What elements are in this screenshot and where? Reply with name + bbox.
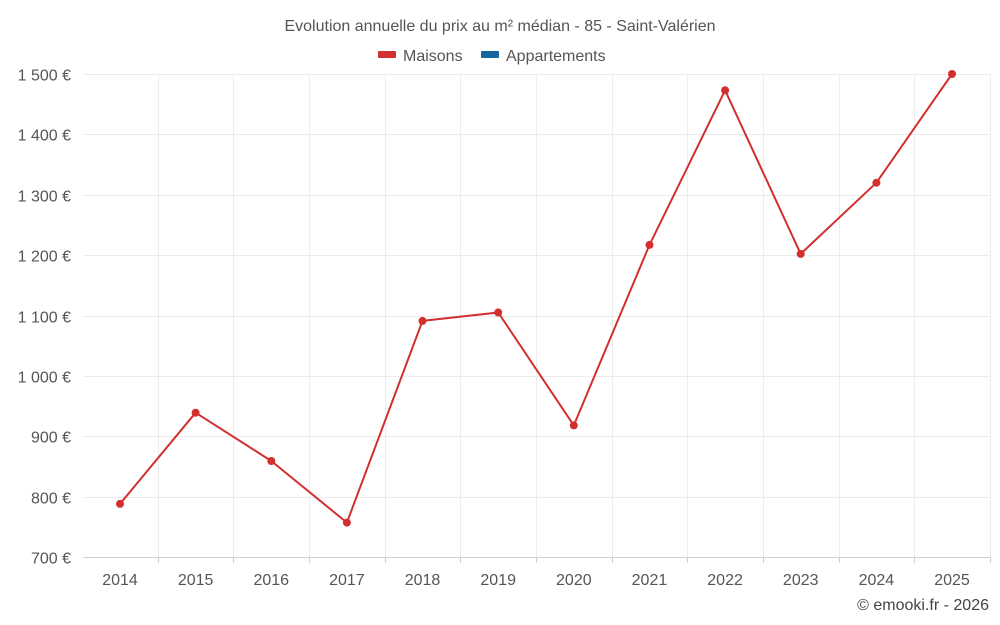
x-gridlines (158, 74, 991, 557)
credit-text: © emooki.fr - 2026 (857, 597, 989, 614)
data-point[interactable] (418, 316, 427, 325)
x-tick-label: 2015 (178, 572, 214, 589)
legend-item-maisons[interactable]: Maisons (378, 48, 463, 65)
data-point[interactable] (569, 421, 578, 430)
legend: Maisons Appartements (378, 48, 606, 65)
y-tick-label: 700 € (31, 551, 71, 568)
series-line-maisons (119, 73, 953, 524)
legend-label-maisons: Maisons (403, 48, 463, 65)
legend-swatch-appartements (481, 51, 499, 58)
x-tick-label: 2022 (707, 572, 743, 589)
y-tick-label: 1 100 € (18, 310, 71, 327)
legend-swatch-maisons (378, 51, 396, 58)
x-axis-labels: 2014 2015 2016 2017 2018 2019 2020 2021 2022 2023… (102, 557, 991, 589)
x-tick-label: 2025 (934, 572, 970, 589)
x-tick-label: 2023 (783, 572, 819, 589)
y-tick-label: 1 200 € (18, 249, 71, 266)
data-point[interactable] (342, 518, 351, 527)
data-point[interactable] (191, 408, 200, 417)
y-tick-label: 900 € (31, 430, 71, 447)
x-tick-label: 2024 (859, 572, 895, 589)
x-tick-label: 2016 (253, 572, 289, 589)
y-tick-label: 1 500 € (18, 68, 71, 85)
data-point[interactable] (267, 457, 276, 465)
legend-item-appartements[interactable]: Appartements (481, 48, 606, 65)
x-tick-label: 2020 (556, 572, 592, 589)
y-tick-label: 1 000 € (18, 370, 71, 387)
y-tick-label: 1 300 € (18, 189, 71, 206)
data-point[interactable] (645, 240, 654, 249)
x-tick-label: 2021 (632, 572, 668, 589)
y-axis-labels: 700 € 800 € 900 € 1 000 € 1 100 € 1 200 € 1 30… (18, 68, 71, 568)
data-point[interactable] (494, 308, 503, 317)
y-tick-label: 800 € (31, 491, 71, 508)
x-tick-label: 2017 (329, 572, 365, 589)
legend-label-appartements: Appartements (506, 48, 606, 65)
x-tick-label: 2019 (480, 572, 516, 589)
y-tick-label: 1 400 € (18, 128, 71, 145)
x-tick-label: 2018 (405, 572, 441, 589)
data-point[interactable] (872, 178, 881, 187)
data-point[interactable] (948, 70, 956, 78)
data-point[interactable] (796, 249, 805, 258)
series-maisons (116, 70, 956, 527)
data-point[interactable] (721, 86, 730, 95)
data-point[interactable] (116, 499, 124, 508)
x-tick-label: 2014 (102, 572, 138, 589)
chart-title: Evolution annuelle du prix au m² médian … (284, 18, 715, 35)
